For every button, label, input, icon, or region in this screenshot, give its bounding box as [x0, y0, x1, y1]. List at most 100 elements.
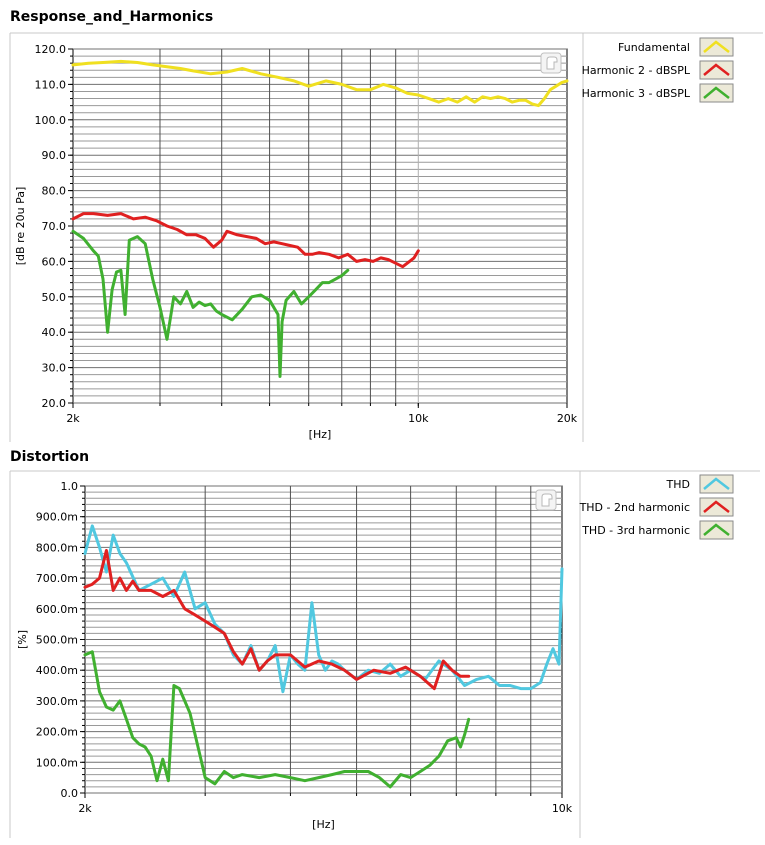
- data-point: [82, 213, 85, 215]
- data-point: [328, 253, 330, 255]
- data-point: [91, 583, 93, 585]
- data-point: [417, 94, 419, 96]
- y-tick-label: 50.0: [42, 291, 67, 304]
- data-point: [173, 684, 175, 687]
- data-point: [91, 651, 93, 653]
- data-point: [84, 552, 86, 555]
- data-point: [543, 98, 546, 100]
- data-point: [331, 774, 333, 776]
- data-point: [468, 718, 470, 720]
- data-point: [279, 375, 281, 377]
- data-point: [241, 774, 243, 776]
- data-point: [167, 780, 169, 782]
- data-point: [212, 246, 215, 248]
- legend-swatch-frame: [699, 474, 734, 494]
- data-point: [539, 681, 542, 684]
- data-point: [246, 236, 248, 238]
- data-point: [315, 289, 317, 291]
- data-point: [97, 255, 99, 257]
- data-point: [304, 666, 306, 668]
- data-point: [119, 700, 121, 702]
- data-point: [341, 275, 343, 277]
- data-point: [102, 61, 104, 64]
- data-point: [476, 678, 478, 681]
- data-point: [324, 669, 326, 671]
- data-point: [537, 105, 540, 107]
- legend-swatch[interactable]: [699, 83, 734, 103]
- data-point: [308, 296, 310, 298]
- data-point: [304, 780, 306, 782]
- data-point: [372, 260, 374, 262]
- series-line-1: [71, 59, 569, 108]
- data-point: [162, 595, 164, 598]
- data-point: [120, 60, 122, 63]
- data-point: [364, 259, 366, 261]
- data-point: [264, 243, 266, 245]
- legend-swatch-frame: [699, 497, 734, 517]
- data-point: [325, 80, 327, 82]
- y-tick-label: 700.0m: [36, 572, 78, 585]
- legend-swatch-line: [703, 40, 730, 53]
- data-point: [82, 237, 85, 239]
- legend-swatch[interactable]: [699, 497, 734, 517]
- data-point: [413, 257, 415, 259]
- data-point: [195, 234, 197, 236]
- x-tick-label: 2k: [78, 802, 92, 815]
- data-point: [347, 253, 349, 255]
- data-point: [107, 214, 109, 216]
- data-point: [156, 780, 158, 782]
- data-point: [504, 98, 506, 100]
- data-point: [92, 213, 94, 215]
- series-line-2: [83, 549, 471, 691]
- data-point: [98, 546, 101, 549]
- y-tick-label: 30.0: [42, 362, 67, 375]
- data-point: [419, 675, 421, 677]
- legend-swatch[interactable]: [699, 520, 734, 540]
- graph-palette-icon[interactable]: [540, 52, 562, 74]
- data-point: [269, 299, 271, 301]
- data-point: [162, 577, 164, 579]
- data-point: [281, 243, 283, 245]
- data-point: [184, 608, 186, 610]
- data-point: [258, 777, 260, 779]
- data-point: [274, 645, 276, 647]
- data-point: [389, 672, 391, 674]
- data-point: [311, 253, 313, 255]
- y-tick-label: 110.0: [35, 78, 67, 91]
- data-point: [125, 589, 127, 592]
- data-point: [84, 586, 86, 588]
- y-tick-label: 100.0: [35, 114, 67, 127]
- data-point: [260, 73, 262, 75]
- x-tick-label: 2k: [66, 412, 80, 425]
- data-point: [173, 595, 175, 598]
- data-point: [464, 684, 466, 687]
- data-point: [347, 269, 349, 271]
- data-point: [382, 83, 384, 85]
- legend-swatch[interactable]: [699, 60, 734, 80]
- legend-swatch[interactable]: [699, 474, 734, 494]
- data-point: [173, 589, 175, 592]
- legend-swatch[interactable]: [699, 37, 734, 57]
- data-point: [373, 669, 375, 671]
- graph-palette-icon[interactable]: [535, 489, 557, 511]
- data-point: [419, 770, 421, 773]
- data-point: [343, 770, 346, 773]
- data-point: [112, 709, 114, 711]
- data-point: [214, 626, 216, 628]
- data-point: [285, 299, 287, 301]
- data-point: [150, 583, 152, 585]
- data-point: [455, 737, 457, 739]
- data-point: [204, 777, 206, 779]
- data-point: [162, 758, 164, 760]
- data-point: [223, 632, 225, 635]
- data-point: [289, 654, 291, 656]
- data-point: [308, 85, 310, 87]
- data-point: [395, 87, 397, 89]
- data-point: [102, 278, 104, 280]
- data-point: [186, 234, 188, 236]
- data-point: [282, 691, 284, 693]
- data-point: [546, 663, 548, 665]
- data-point: [226, 230, 228, 232]
- data-point: [124, 313, 126, 316]
- data-point: [192, 306, 194, 308]
